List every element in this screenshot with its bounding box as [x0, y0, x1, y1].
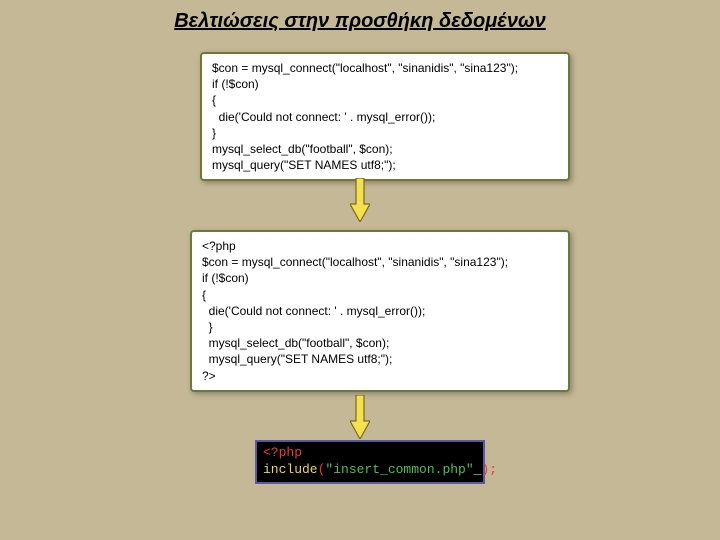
php-open-tag: <?php [263, 445, 302, 460]
php-func: include [263, 462, 318, 477]
php-string: "insert_common.php" [325, 462, 473, 477]
slide: Βελτιώσεις στην προσθήκη δεδομένων $con … [0, 0, 720, 540]
php-include-snippet: <?php include("insert_common.php"_); [255, 440, 485, 484]
slide-title: Βελτιώσεις στην προσθήκη δεδομένων [0, 10, 720, 33]
code-box-before: $con = mysql_connect("localhost", "sinan… [200, 52, 570, 181]
arrow-down-icon [350, 395, 370, 444]
arrow-down-icon [350, 178, 370, 227]
php-semicolon: ; [489, 462, 497, 477]
code-box-after: <?php $con = mysql_connect("localhost", … [190, 230, 570, 392]
